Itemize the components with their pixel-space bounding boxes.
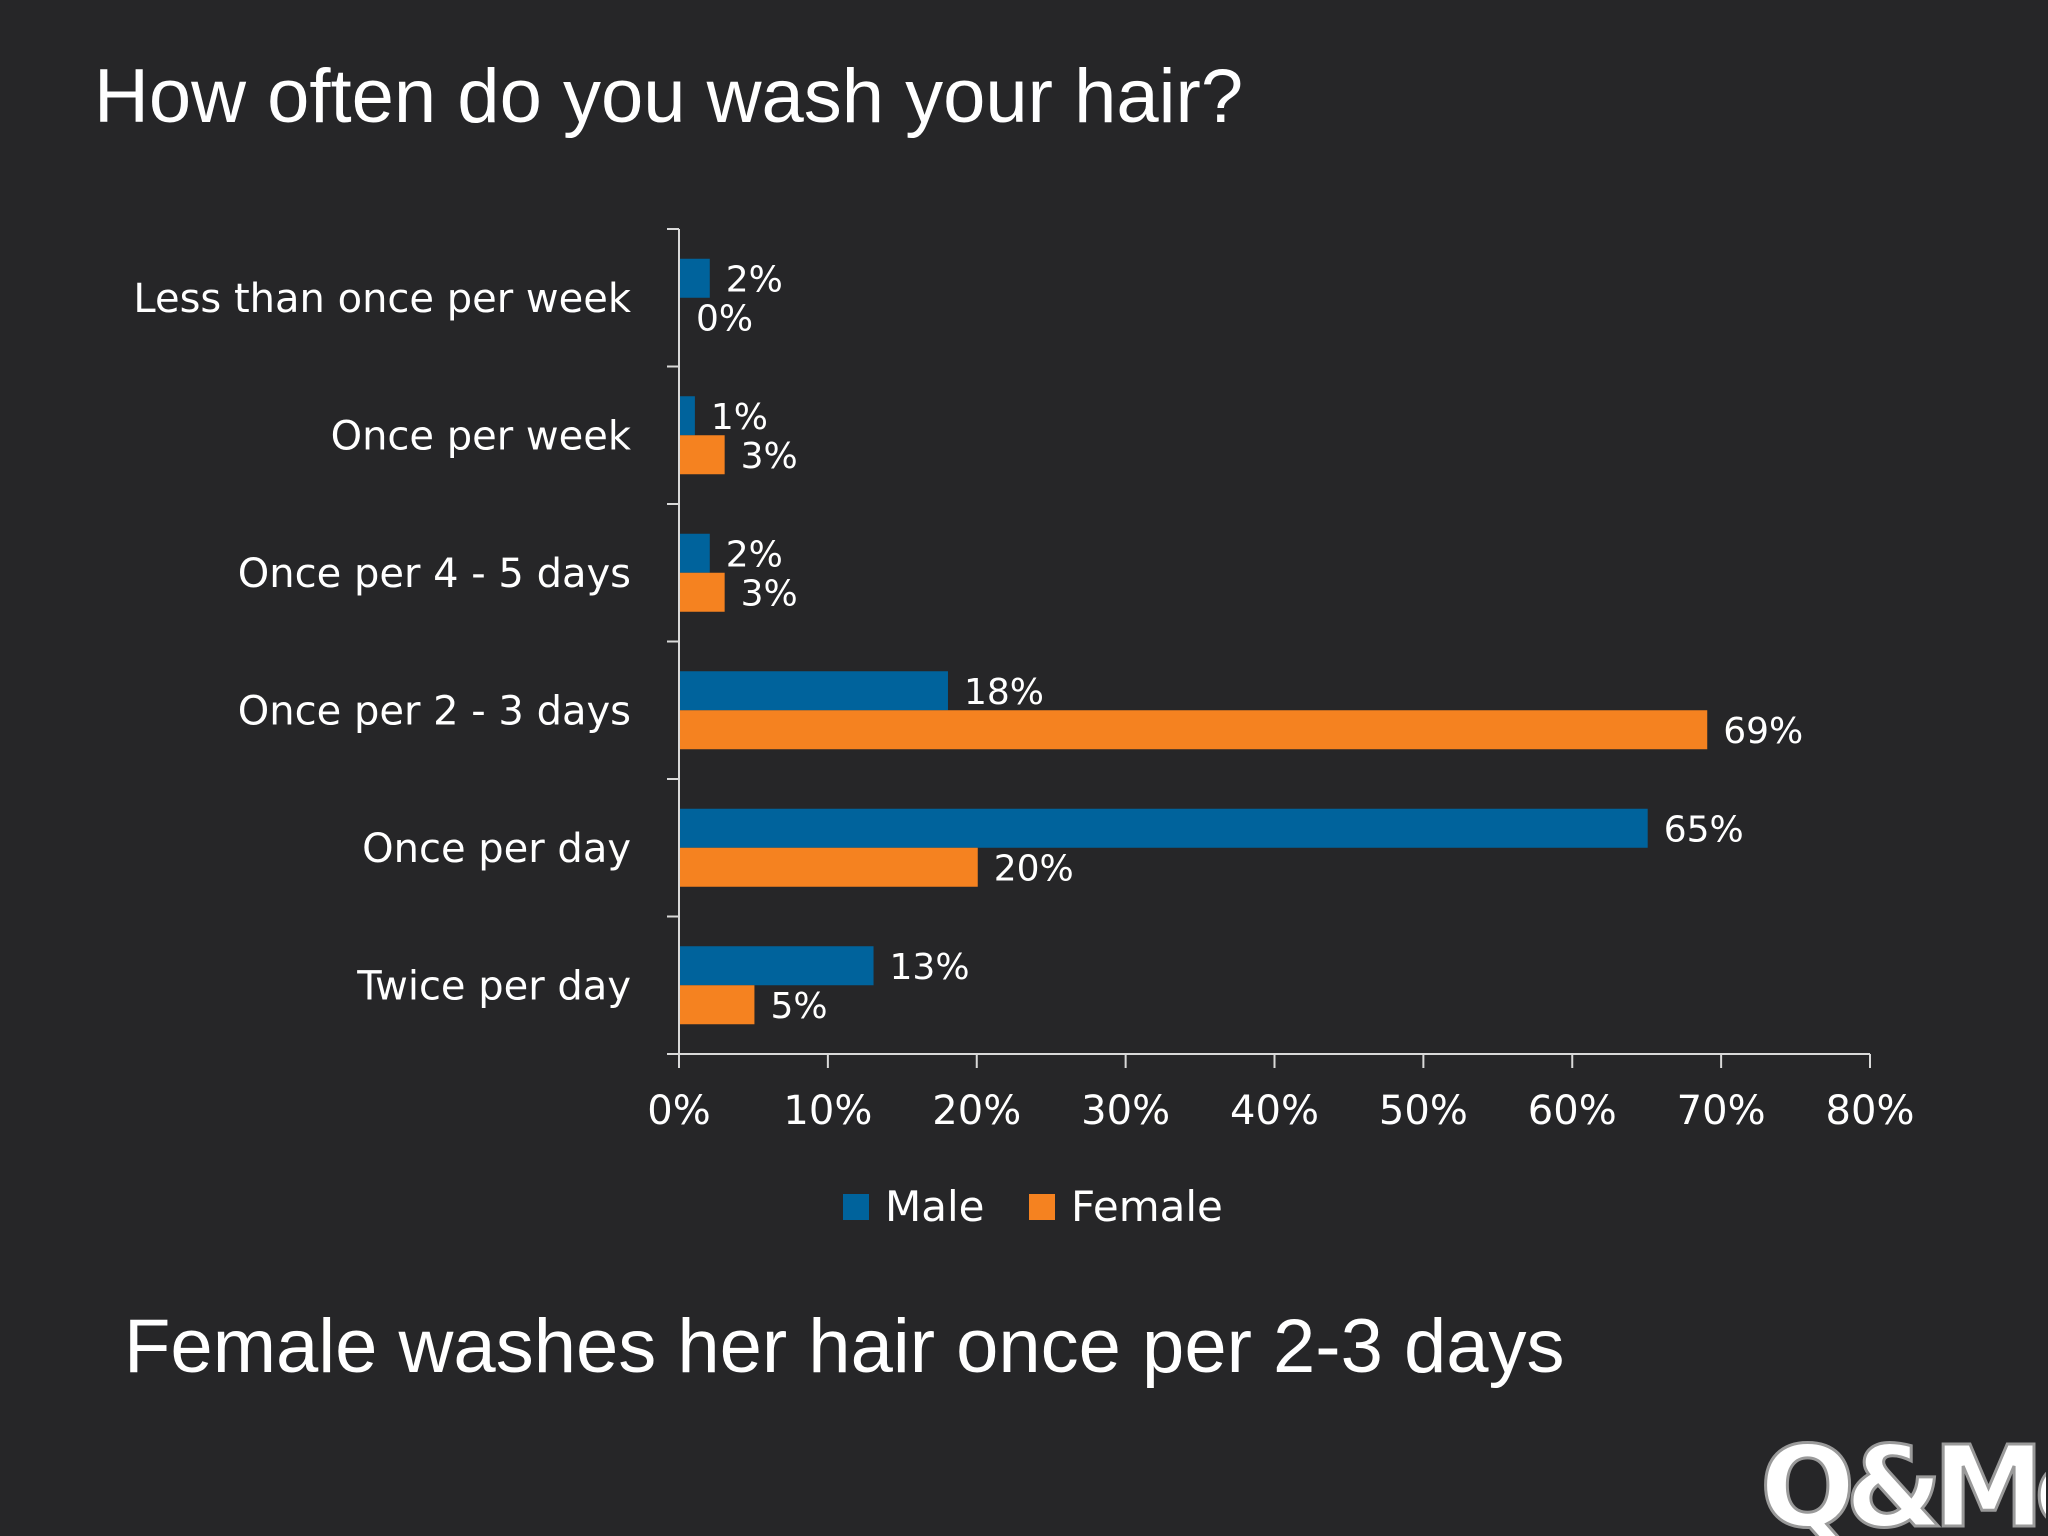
logo-wordmark: Q&Me: [1760, 1423, 2046, 1536]
chart-legend: Male Female: [843, 1182, 1223, 1231]
legend-swatch-female: [1029, 1194, 1055, 1220]
chart-bars: [680, 258, 1708, 1025]
category-label: Twice per day: [356, 963, 631, 1009]
category-label: Less than once per week: [133, 276, 631, 322]
data-label-female: 3%: [741, 573, 798, 614]
data-label-male: 2%: [726, 534, 783, 575]
x-tick-label: 50%: [1379, 1088, 1468, 1134]
x-tick-label: 30%: [1081, 1088, 1170, 1134]
x-tick-label: 20%: [932, 1088, 1021, 1134]
x-tick-label: 60%: [1528, 1088, 1617, 1134]
bar-female: [680, 985, 755, 1025]
data-label-male: 13%: [890, 947, 970, 988]
data-label-female: 5%: [770, 986, 827, 1027]
bar-male: [680, 258, 710, 298]
bar-male: [680, 808, 1648, 848]
x-tick-label: 70%: [1677, 1088, 1766, 1134]
bar-male: [680, 946, 874, 986]
data-label-male: 18%: [964, 672, 1044, 713]
bar-female: [680, 710, 1708, 750]
bar-male: [680, 533, 710, 573]
bar-female: [680, 435, 725, 475]
chart-axes: 0% 10% 20% 30% 40% 50% 60% 70% 80% Less than once…: [133, 228, 1915, 1134]
bar-male: [680, 671, 948, 711]
qme-logo: Q&Me: [1759, 1422, 2047, 1536]
category-label: Once per 4 - 5 days: [238, 551, 631, 597]
x-tick-label: 0%: [647, 1088, 710, 1134]
bar-female: [680, 847, 978, 887]
data-label-female: 69%: [1723, 711, 1803, 752]
bar-chart: 0% 10% 20% 30% 40% 50% 60% 70% 80% Less than once…: [133, 228, 1915, 1231]
category-label: Once per day: [362, 826, 631, 872]
x-tick-label: 80%: [1826, 1088, 1915, 1134]
data-label-female: 0%: [696, 298, 753, 339]
legend-swatch-male: [843, 1194, 869, 1220]
category-label: Once per week: [331, 413, 632, 459]
x-tick-label: 10%: [783, 1088, 872, 1134]
bar-male: [680, 396, 695, 436]
bar-female: [680, 572, 725, 612]
data-label-male: 1%: [711, 397, 768, 438]
data-label-female: 20%: [994, 848, 1074, 889]
data-label-male: 2%: [726, 259, 783, 300]
legend-label-male: Male: [885, 1182, 984, 1231]
legend-label-female: Female: [1071, 1182, 1223, 1231]
data-label-female: 3%: [741, 436, 798, 477]
x-tick-label: 40%: [1230, 1088, 1319, 1134]
category-label: Once per 2 - 3 days: [238, 688, 631, 734]
chart-labels: 2% 1% 2% 18% 65% 13% 0% 3% 3% 69% 20% 5%: [696, 259, 1803, 1027]
slide-title: How often do you wash your hair?: [94, 54, 1244, 139]
data-label-male: 65%: [1664, 809, 1744, 850]
slide-caption: Female washes her hair once per 2-3 days: [124, 1304, 1565, 1389]
